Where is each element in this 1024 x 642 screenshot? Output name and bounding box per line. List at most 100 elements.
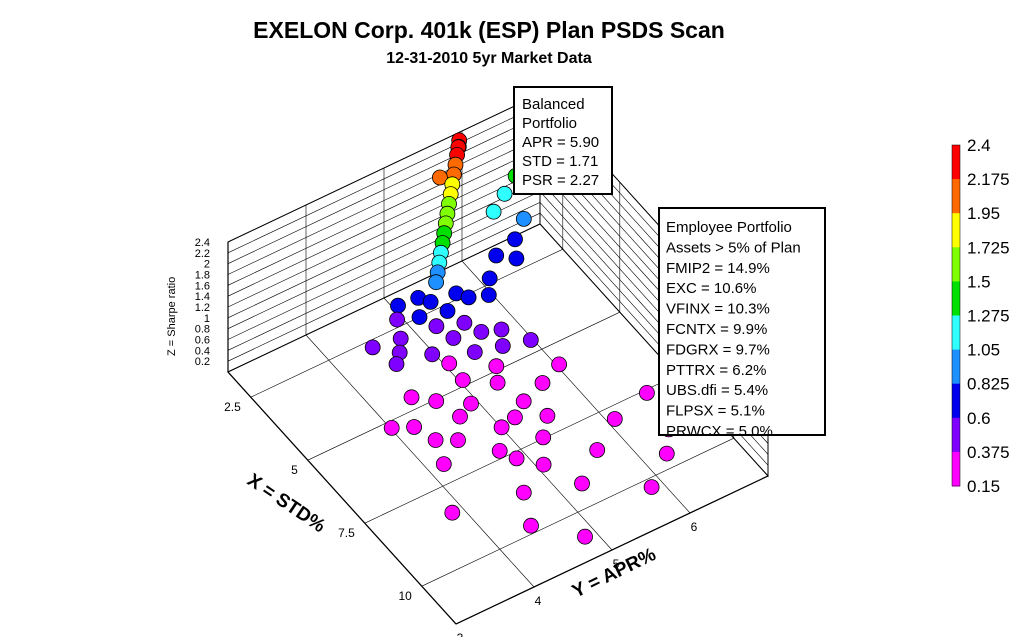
employee-portfolio-line: EXC = 10.6%	[666, 280, 756, 297]
x-tick-label: 7.5	[338, 526, 355, 540]
z-tick-label: 1.6	[195, 280, 210, 292]
y-axis-line	[455, 475, 769, 625]
colorbar-label: 1.725	[967, 238, 1010, 257]
data-point	[435, 456, 452, 473]
data-point	[535, 456, 552, 473]
data-point	[493, 321, 510, 338]
employee-portfolio-line: FCNTX = 9.9%	[666, 321, 767, 338]
employee-portfolio-line: FDGRX = 9.7%	[666, 341, 770, 358]
z-tick-label: 1.4	[195, 291, 210, 303]
data-point	[515, 393, 532, 410]
colorbar-segment	[952, 383, 960, 419]
balanced-portfolio-line: Balanced	[522, 96, 585, 113]
data-point	[574, 475, 590, 492]
colorbar-frame	[951, 144, 961, 487]
employee-portfolio-line: Assets > 5% of Plan	[666, 239, 801, 256]
data-point	[466, 344, 483, 361]
y-tick-label: 3	[457, 631, 464, 637]
data-point	[523, 517, 539, 534]
employee-portfolio-line: Employee Portfolio	[666, 219, 792, 236]
colorbar-label: 0.375	[967, 443, 1010, 462]
y-grid-floor-line	[461, 260, 691, 514]
data-point	[485, 203, 502, 220]
colorbar-segment	[952, 213, 960, 248]
data-point	[480, 287, 497, 303]
x-grid-floor-line	[364, 374, 677, 524]
colorbar-label: 0.6	[967, 409, 991, 428]
y-tick-label: 5	[613, 557, 620, 571]
employee-portfolio-line: PTTRX = 6.2%	[666, 362, 766, 379]
data-point	[450, 432, 466, 449]
x-axis-label: X = STD%	[243, 470, 329, 537]
employee-portfolio-line: UBS.dfi = 5.4%	[666, 382, 768, 399]
z-tick-label: 0.6	[195, 335, 210, 347]
colorbar-segment	[952, 179, 960, 214]
data-point	[515, 484, 532, 501]
data-point	[489, 374, 506, 391]
colorbar-label: 2.4	[967, 136, 991, 155]
data-point	[428, 393, 445, 410]
colorbar-label: 1.05	[967, 341, 1000, 360]
colorbar-segment	[952, 247, 960, 282]
data-point	[589, 442, 606, 458]
colorbar-segment	[952, 417, 960, 453]
data-point	[491, 442, 508, 459]
z-axis-label: Z = Sharpe ratio	[166, 277, 178, 356]
data-point	[424, 346, 441, 363]
data-point	[383, 419, 400, 436]
employee-portfolio-line: PRWCX = 5.0%	[666, 423, 773, 440]
y-grid-floor-line	[305, 334, 535, 588]
x-tick-label: 2.5	[224, 400, 241, 414]
data-point	[403, 389, 420, 406]
z-tick-label: 2.2	[195, 248, 210, 260]
y-tick-label: 4	[535, 594, 542, 608]
data-point	[473, 323, 490, 340]
y-tick-label: 6	[691, 520, 698, 534]
data-point	[515, 210, 532, 227]
colorbar-label: 1.95	[967, 204, 1000, 223]
colorbar-label: 0.15	[967, 477, 1000, 496]
colorbar-label: 0.825	[967, 375, 1010, 394]
z-tick-label: 0.8	[195, 324, 210, 336]
data-point	[390, 297, 406, 314]
x-tick-label: 10	[398, 589, 412, 603]
z-tick-label: 2.4	[195, 237, 210, 249]
chart-subtitle: 12-31-2010 5yr Market Data	[386, 50, 592, 67]
data-point	[508, 450, 525, 467]
data-point	[406, 419, 423, 435]
scatter-points	[364, 132, 677, 545]
colorbar-label: 1.5	[967, 272, 991, 291]
data-point	[577, 528, 593, 545]
plot-axes: 2.557.51034560.20.40.60.811.21.41.61.822…	[195, 237, 769, 642]
data-point	[392, 330, 409, 347]
data-point	[460, 289, 477, 306]
data-point	[364, 339, 381, 356]
colorbar-segment	[952, 281, 960, 316]
balanced-portfolio-line: Portfolio	[522, 115, 577, 132]
data-point	[643, 479, 660, 496]
colorbar-label: 1.275	[967, 307, 1010, 326]
data-point	[539, 407, 556, 424]
colorbar-segment	[952, 349, 960, 385]
employee-portfolio-line: FMIP2 = 14.9%	[666, 260, 770, 277]
data-point	[507, 231, 523, 248]
data-point	[456, 314, 473, 331]
balanced-portfolio-box: Balanced Portfolio APR = 5.90 STD = 1.71 PSR…	[513, 86, 613, 195]
data-point	[488, 358, 505, 375]
data-point	[534, 375, 551, 391]
z-tick-label: 1.8	[195, 270, 210, 282]
data-point	[427, 432, 444, 449]
data-point	[463, 395, 479, 412]
data-point	[445, 330, 462, 346]
colorbar: 2.4 2.175 1.95 1.725 1.5 1.275 1.05 0.825 0.6 0.3…	[951, 136, 1010, 496]
data-point	[422, 293, 439, 310]
data-point	[431, 169, 448, 186]
data-point	[441, 355, 458, 372]
data-point	[452, 408, 468, 425]
colorbar-label: 2.175	[967, 170, 1010, 189]
colorbar-segment	[952, 315, 960, 351]
chart-title: EXELON Corp. 401k (ESP) Plan PSDS Scan	[253, 17, 725, 43]
z-tick-label: 0.4	[195, 345, 210, 357]
